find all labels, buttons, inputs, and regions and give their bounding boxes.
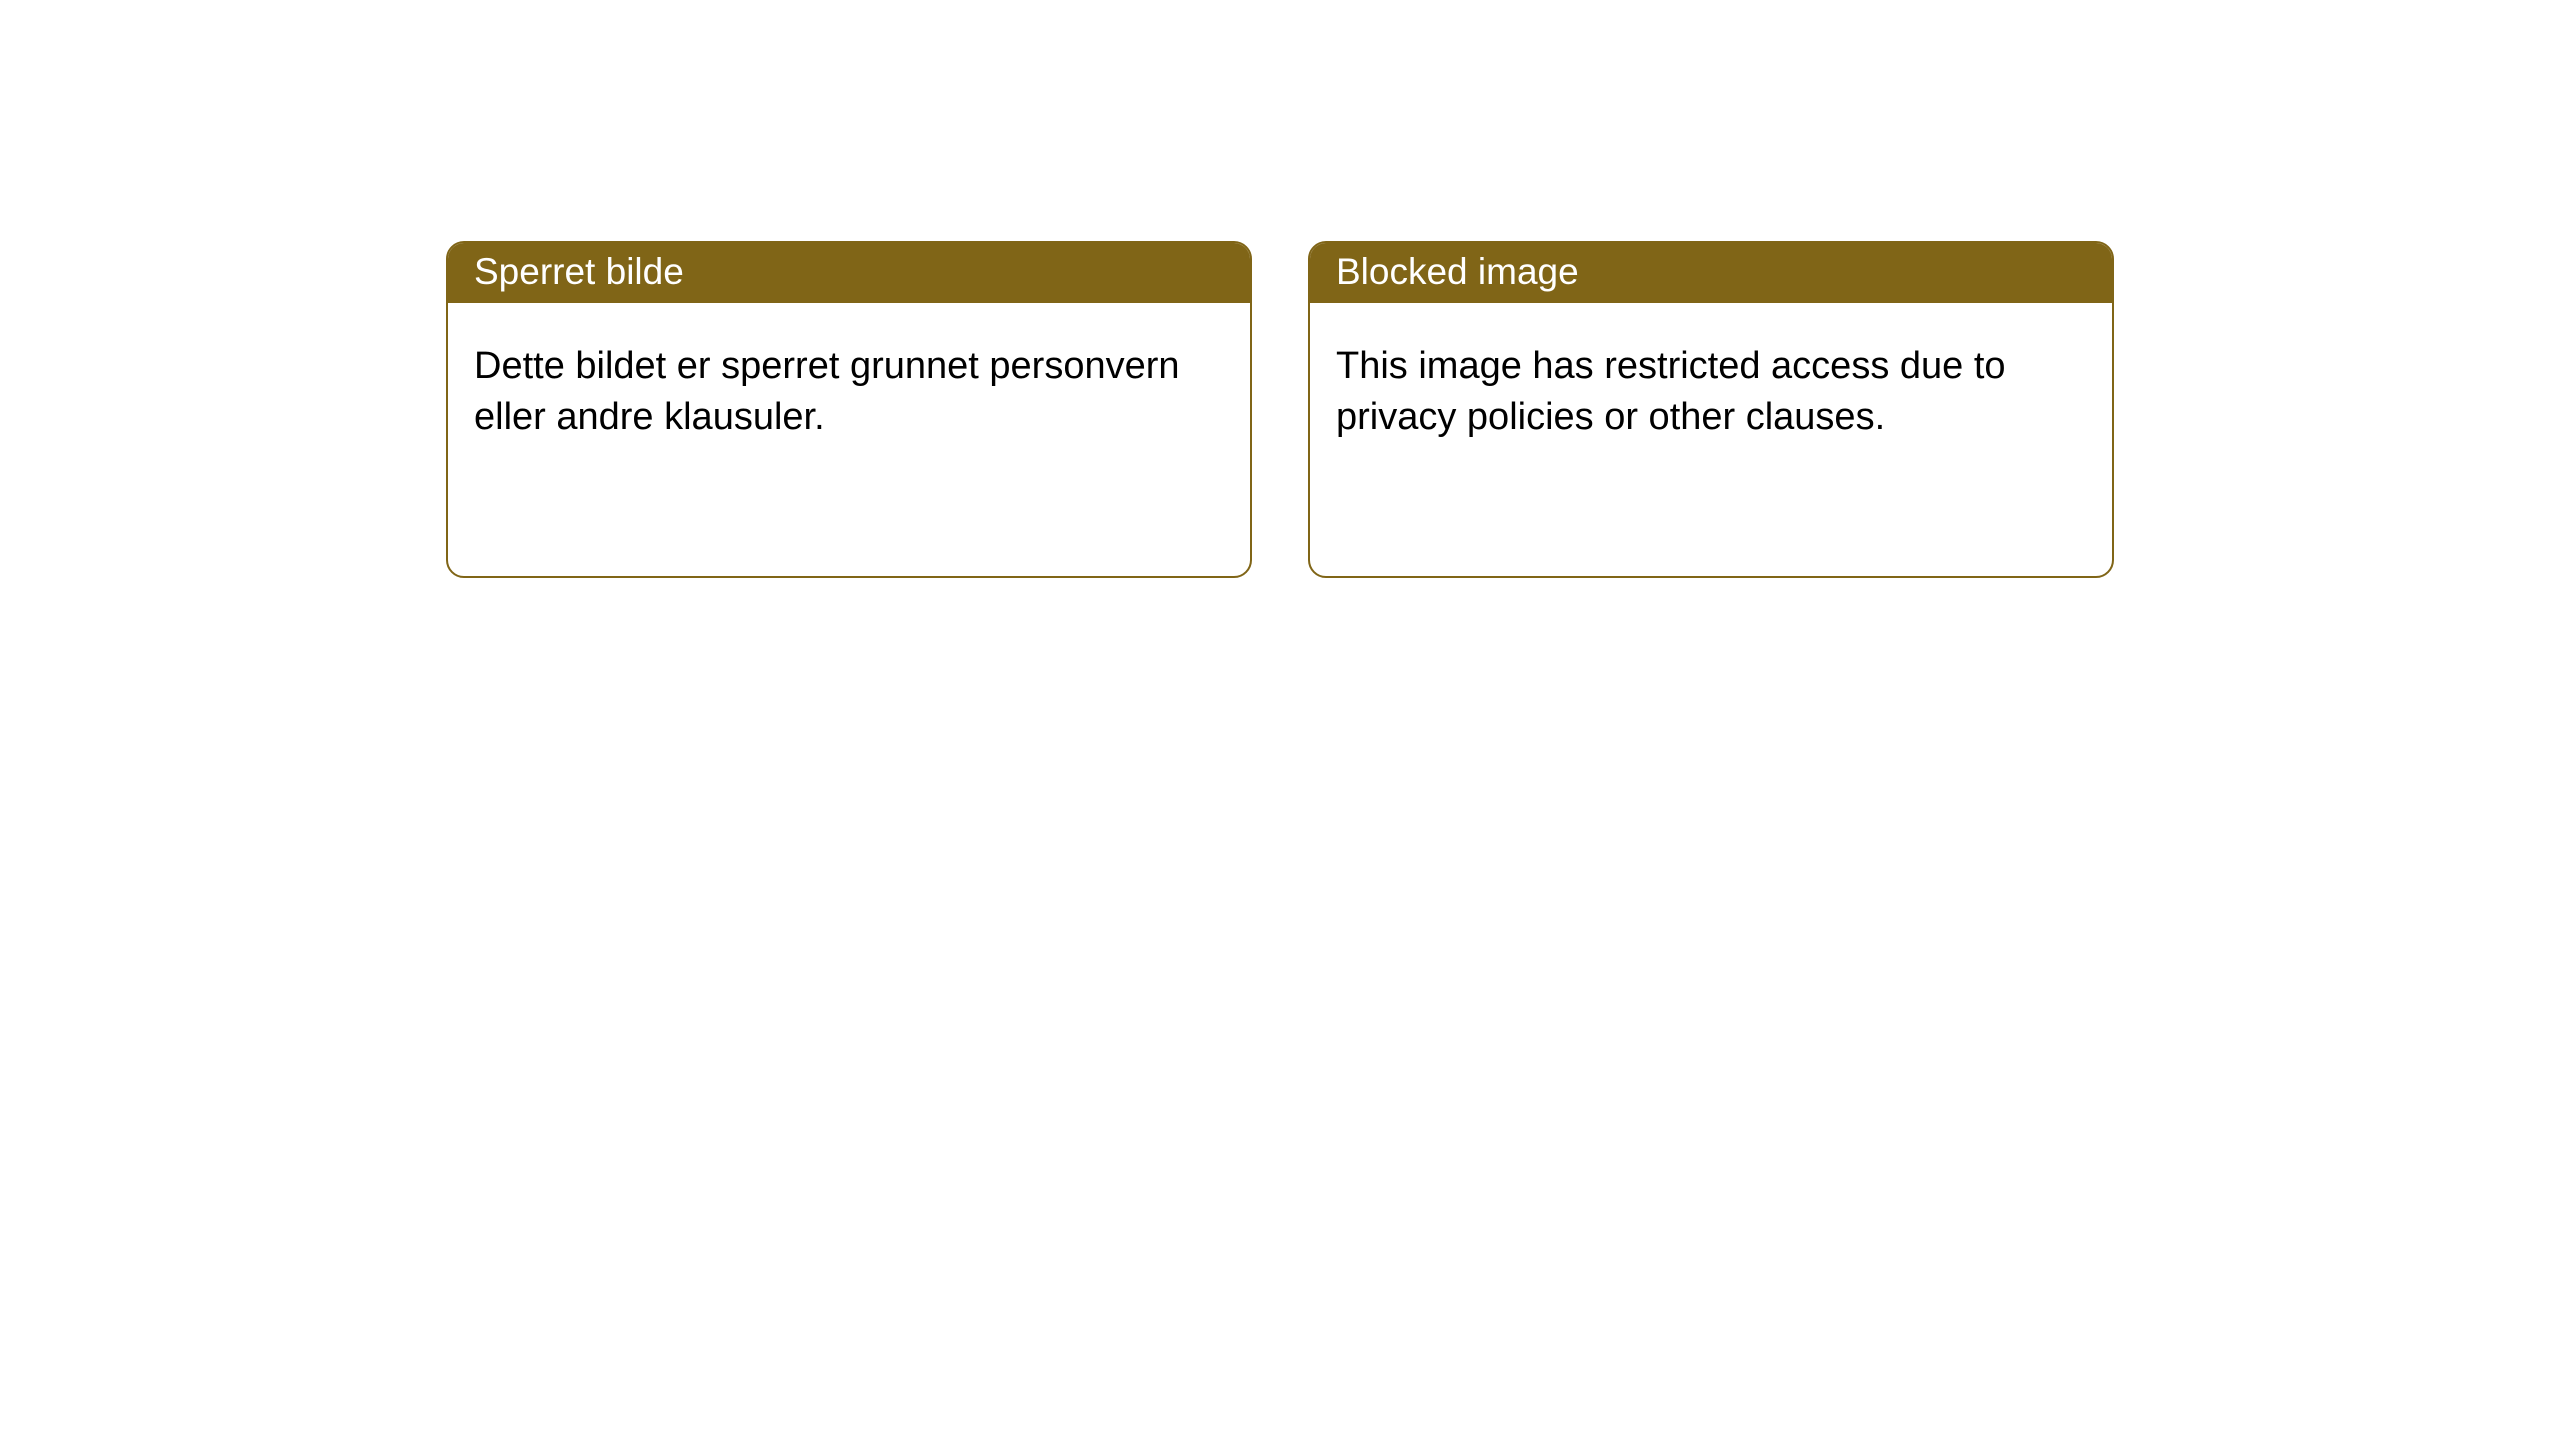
card-body: This image has restricted access due to … bbox=[1310, 303, 2112, 470]
card-body: Dette bildet er sperret grunnet personve… bbox=[448, 303, 1250, 470]
card-header: Blocked image bbox=[1310, 243, 2112, 303]
blocked-image-card-no: Sperret bilde Dette bildet er sperret gr… bbox=[446, 241, 1252, 578]
blocked-image-card-en: Blocked image This image has restricted … bbox=[1308, 241, 2114, 578]
blocked-image-cards: Sperret bilde Dette bildet er sperret gr… bbox=[446, 241, 2114, 578]
card-header: Sperret bilde bbox=[448, 243, 1250, 303]
